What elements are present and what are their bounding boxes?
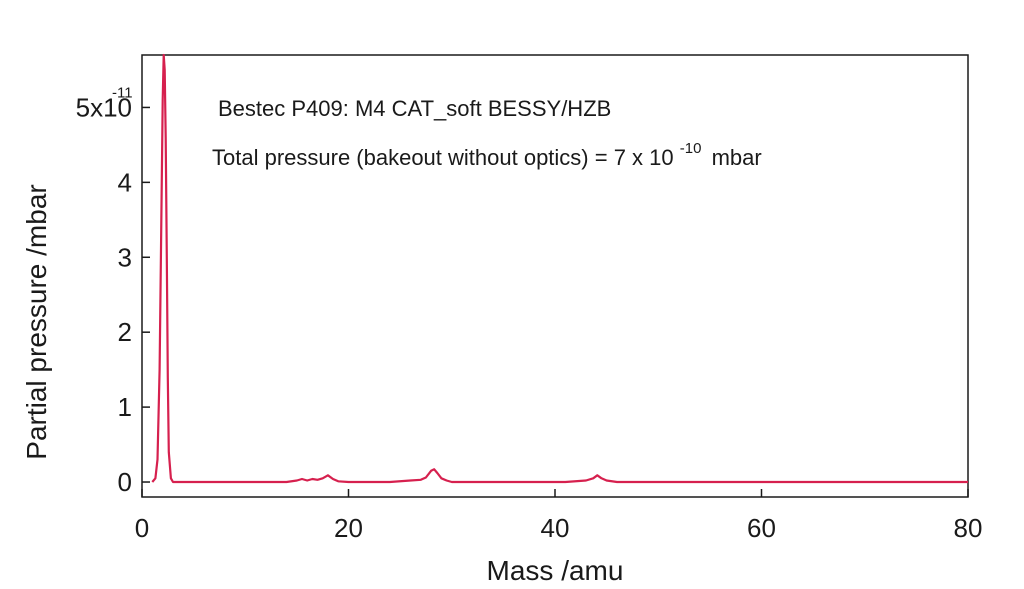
y-tick-label: 5x10 — [76, 92, 132, 122]
y-tick-label: 0 — [118, 467, 132, 497]
annotation-prefix: Total pressure (bakeout without optics) … — [212, 145, 674, 170]
y-tick-label: 2 — [118, 317, 132, 347]
y-scale-exponent: -11 — [112, 84, 133, 101]
y-tick-labels: 0 1 2 3 4 5x10 — [76, 92, 132, 497]
axis-ticks — [141, 106, 969, 497]
series-line — [151, 53, 968, 484]
annotation-instrument: Bestec P409: M4 CAT_soft BESSY/HZB — [218, 96, 611, 121]
x-axis-title: Mass /amu — [487, 555, 624, 586]
y-tick-label: 3 — [118, 242, 132, 272]
x-tick-label: 60 — [747, 513, 776, 543]
plot-frame — [141, 54, 969, 498]
annotation-total-pressure: Total pressure (bakeout without optics) … — [212, 133, 762, 170]
annotation-suffix: mbar — [712, 145, 762, 170]
x-tick-labels: 0 20 40 60 80 — [135, 513, 983, 543]
y-axis-title: Partial pressure /mbar — [21, 184, 52, 459]
y-tick-label: 1 — [118, 392, 132, 422]
y-tick-label: 4 — [118, 167, 132, 197]
x-tick-label: 80 — [954, 513, 983, 543]
x-tick-label: 0 — [135, 513, 149, 543]
x-tick-label: 20 — [334, 513, 363, 543]
x-tick-label: 40 — [541, 513, 570, 543]
annotation-exponent: -10 — [680, 140, 702, 157]
